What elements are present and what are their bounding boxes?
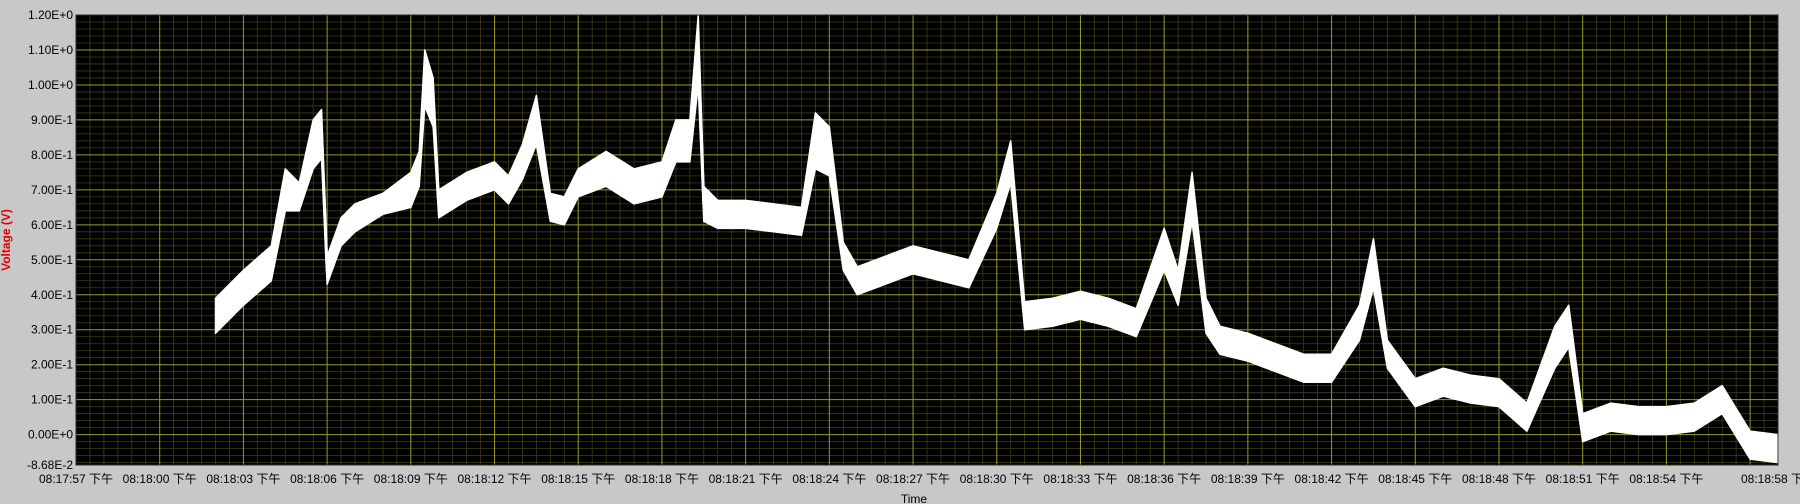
- x-tick-label: 08:18:45 下午: [1378, 472, 1452, 486]
- x-tick-label: 08:18:33 下午: [1043, 472, 1117, 486]
- y-tick-label: 2.00E-1: [31, 358, 73, 372]
- y-tick-label: 4.00E-1: [31, 288, 73, 302]
- x-tick-label: 08:18:54 下午: [1629, 472, 1703, 486]
- x-tick-label: 08:18:36 下午: [1127, 472, 1201, 486]
- x-tick-label: 08:18:12 下午: [458, 472, 532, 486]
- minor-gridlines: [76, 15, 1779, 465]
- x-tick-label: 08:18:42 下午: [1295, 472, 1369, 486]
- x-tick-label: 08:18:00 下午: [123, 472, 197, 486]
- y-tick-label: 6.00E-1: [31, 218, 73, 232]
- plot-border: [75, 14, 1779, 466]
- y-tick-label: 5.00E-1: [31, 253, 73, 267]
- x-tick-label: 08:18:06 下午: [290, 472, 364, 486]
- x-tick-label: 08:18:03 下午: [206, 472, 280, 486]
- y-tick-label: 1.20E+0: [28, 8, 73, 22]
- x-tick-label: 08:18:21 下午: [709, 472, 783, 486]
- x-axis-label: Time: [901, 492, 928, 504]
- x-tick-label: 08:18:48 下午: [1462, 472, 1536, 486]
- x-tick-label: 08:18:30 下午: [960, 472, 1034, 486]
- x-tick-label: 08:18:27 下午: [876, 472, 950, 486]
- x-tick-label: 08:18:15 下午: [541, 472, 615, 486]
- x-tick-label: 08:18:51 下午: [1546, 472, 1620, 486]
- major-gridlines: [75, 15, 1778, 465]
- y-tick-label: 1.00E-1: [31, 393, 73, 407]
- y-tick-label: 1.00E+0: [28, 78, 73, 92]
- x-tick-label: 08:18:18 下午: [625, 472, 699, 486]
- x-tick-label: 08:17:57 下午: [39, 472, 113, 486]
- y-tick-label: 8.00E-1: [31, 148, 73, 162]
- x-tick-label: 08:18:24 下午: [792, 472, 866, 486]
- y-tick-label: 9.00E-1: [31, 113, 73, 127]
- voltage-line: [214, 48, 1779, 451]
- x-tick-label: 08:18:39 下午: [1211, 472, 1285, 486]
- y-tick-label: 1.10E+0: [28, 43, 73, 57]
- x-tick-label: 08:18:58 下午: [1741, 472, 1800, 486]
- y-tick-label: 7.00E-1: [31, 183, 73, 197]
- x-tick-label: 08:18:09 下午: [374, 472, 448, 486]
- y-axis-label: Voltage (V): [0, 209, 13, 271]
- x-axis-ticks: 08:17:57 下午 08:18:00 下午 08:18:03 下午 08:18:0…: [39, 472, 1800, 486]
- y-tick-label: 0.00E+0: [28, 428, 73, 442]
- y-tick-label: -8.68E-2: [27, 458, 73, 472]
- y-tick-label: 3.00E-1: [31, 323, 73, 337]
- y-axis-ticks: 1.20E+0 1.10E+0 1.00E+0 9.00E-1 8.00E-1 7.00E…: [27, 8, 73, 472]
